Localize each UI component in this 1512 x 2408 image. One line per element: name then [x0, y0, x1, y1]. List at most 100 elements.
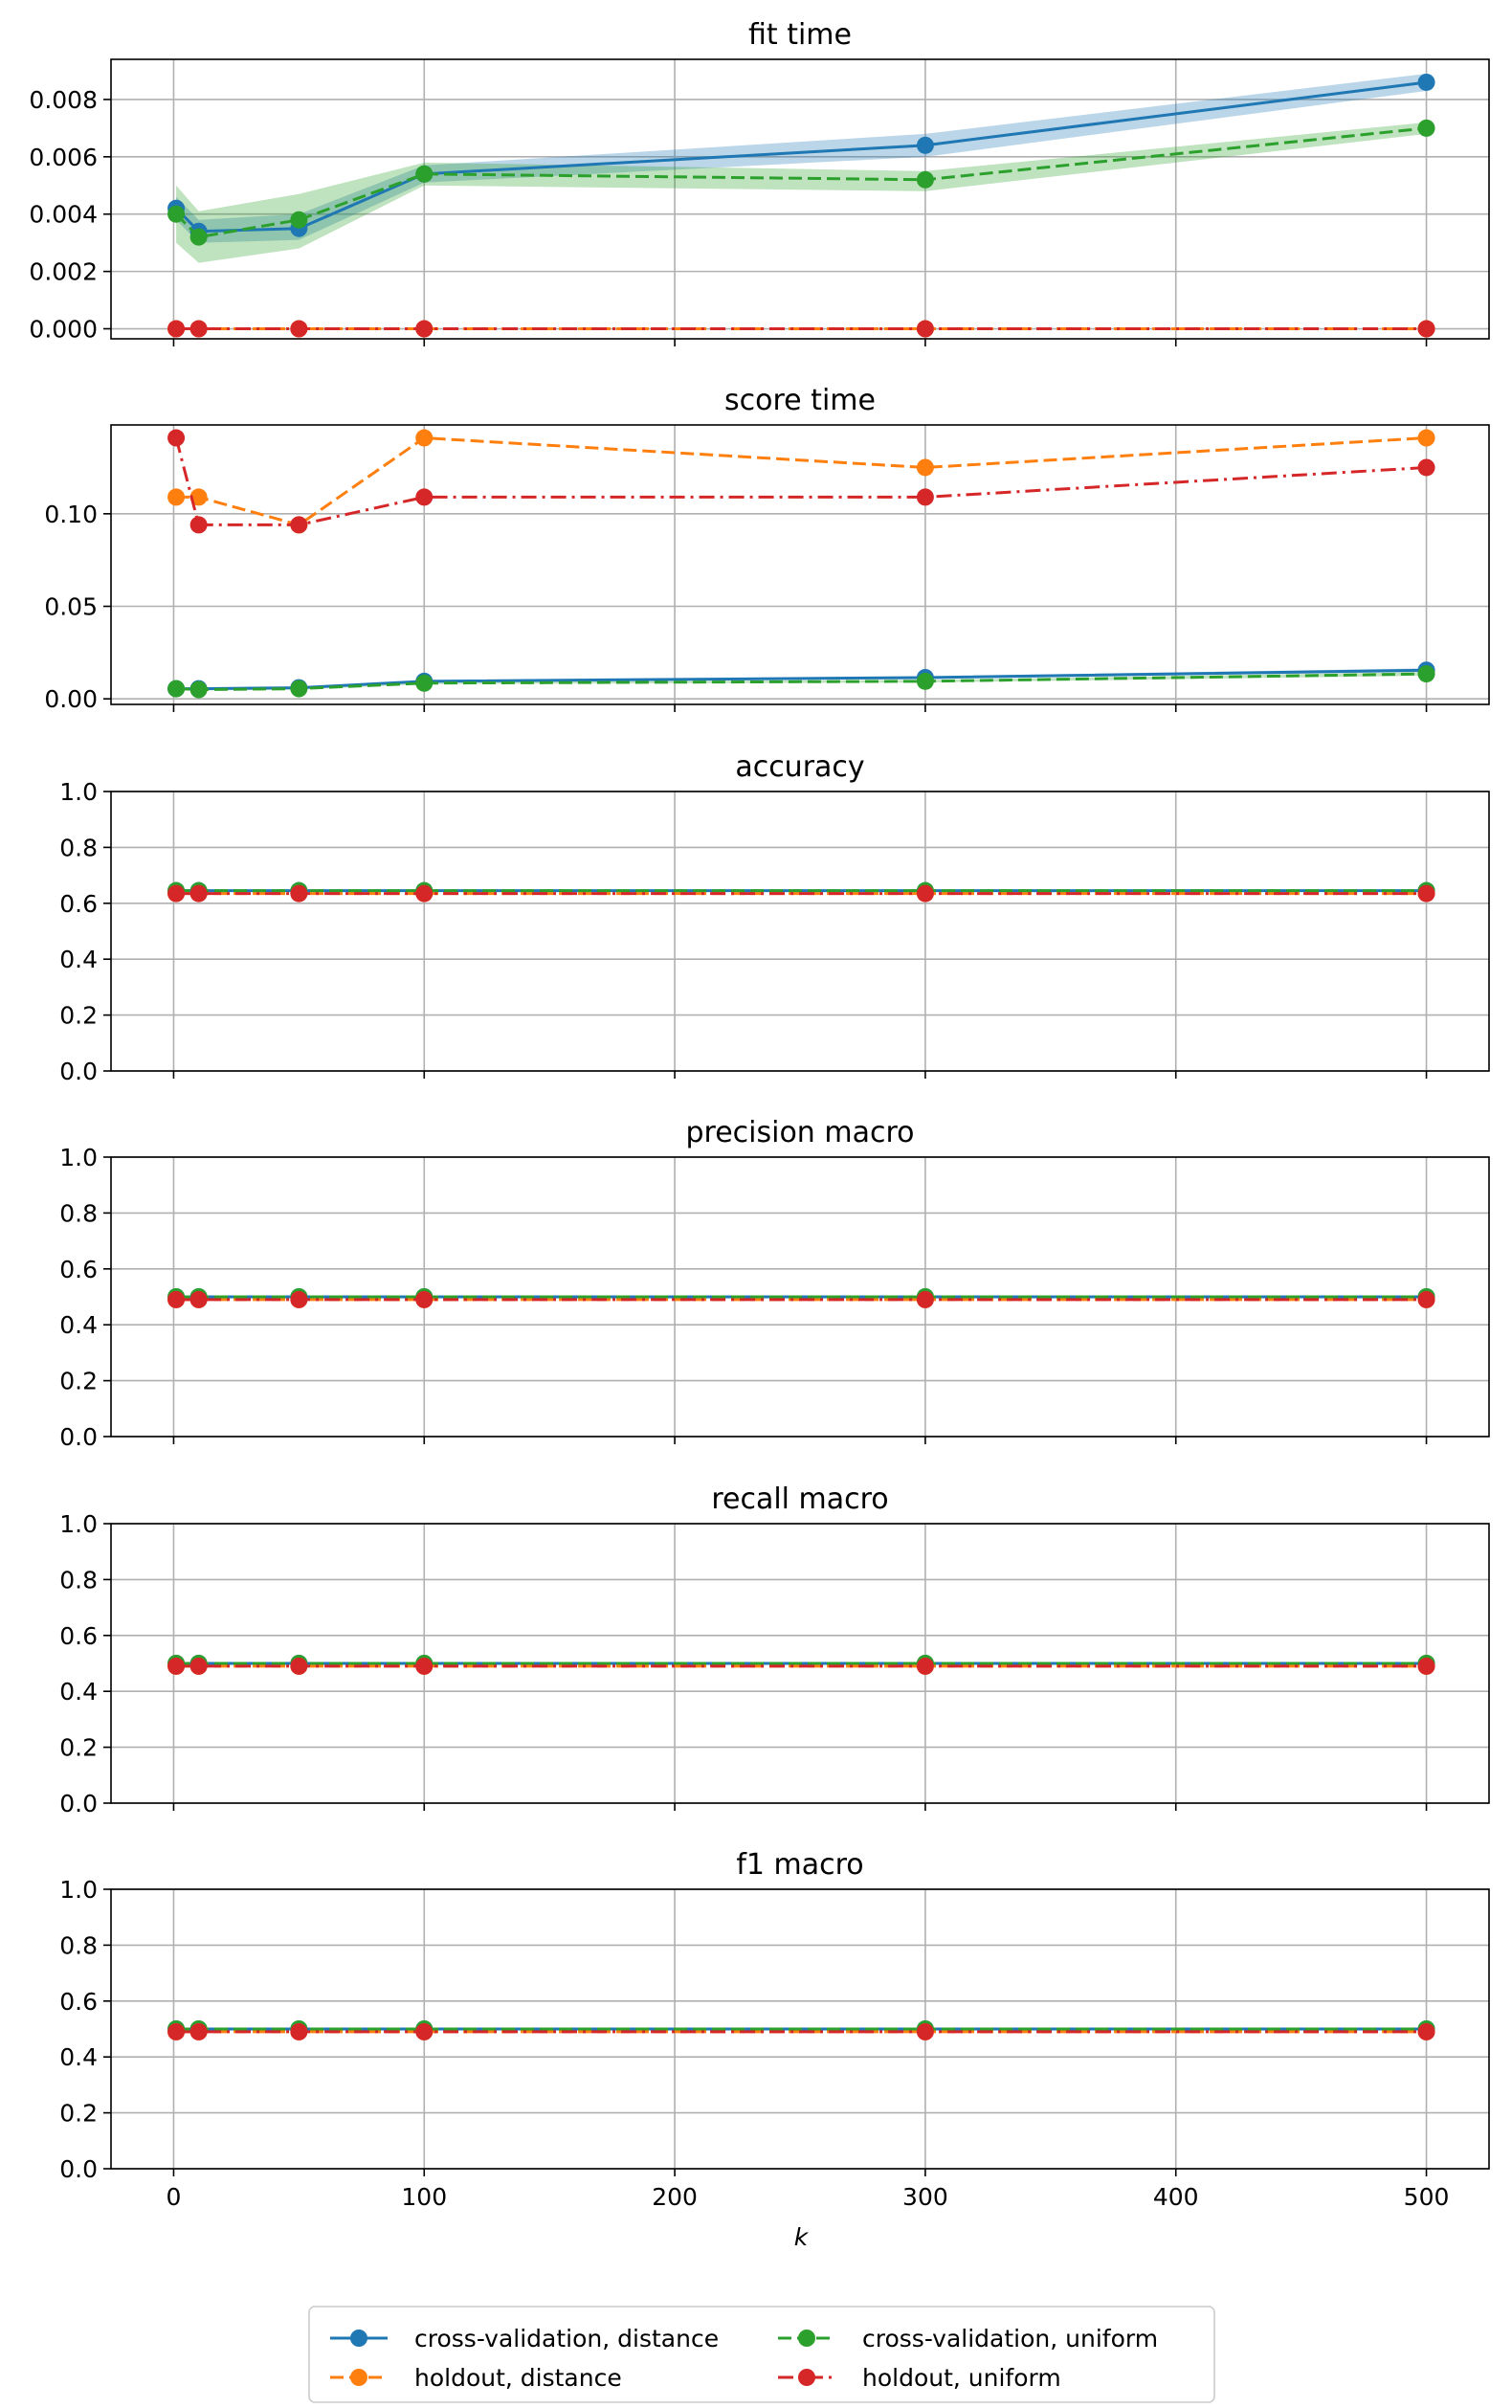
legend: cross-validation, distance holdout, dista… [308, 2306, 1215, 2403]
x-tick-label: 200 [652, 2183, 698, 2211]
y-tick-label: 0.4 [59, 1678, 98, 1706]
data-point [290, 516, 308, 534]
y-tick-label: 1.0 [59, 1876, 98, 1904]
data-point [1417, 320, 1435, 338]
data-point [167, 1657, 186, 1675]
data-point [1417, 119, 1435, 137]
data-point [167, 205, 186, 223]
data-point [1417, 1657, 1435, 1675]
axes-frame [110, 1888, 1490, 2170]
series-line [176, 672, 1427, 692]
legend-label: cross-validation, distance [414, 2325, 719, 2352]
data-point [415, 488, 434, 506]
y-tick-label: 0.2 [59, 1002, 98, 1030]
series-line [176, 436, 1427, 527]
legend-item: cross-validation, uniform [778, 2325, 1158, 2352]
data-point [290, 2022, 308, 2040]
chart-panel: 0.0 0.2 0.4 0.6 0.8 1.0 precision macro [59, 1116, 1490, 1451]
axes-frame [110, 1156, 1490, 1438]
axes-frame [110, 791, 1490, 1072]
data-point [167, 429, 186, 447]
legend-marker [350, 2330, 367, 2347]
series-line [174, 437, 1427, 526]
y-tick-label: 0.6 [59, 890, 98, 918]
data-point [916, 1290, 934, 1308]
data-point [415, 165, 434, 183]
data-point [189, 488, 208, 506]
plot-area [167, 1655, 1435, 1675]
data-point [290, 1657, 308, 1675]
data-point [1417, 665, 1435, 683]
plot-area [167, 881, 1435, 903]
data-point [167, 680, 186, 698]
y-tick-label: 0.2 [59, 1734, 98, 1762]
y-tick-label: 0.0 [59, 1423, 98, 1451]
x-axis-label: k [794, 2223, 810, 2251]
plot-area [167, 1288, 1435, 1308]
legend-marker [798, 2330, 815, 2347]
y-tick-label: 0.00 [44, 685, 98, 713]
data-point [290, 1290, 308, 1308]
legend-item: cross-validation, distance [330, 2325, 719, 2352]
legend-frame [308, 2306, 1215, 2403]
data-point [290, 680, 308, 698]
legend-label: holdout, distance [414, 2364, 622, 2392]
y-tick-label: 0.8 [59, 1566, 98, 1594]
axes-frame [110, 58, 1490, 340]
data-point [916, 170, 934, 189]
data-point [167, 884, 186, 903]
data-point [1417, 1290, 1435, 1308]
data-point [1417, 884, 1435, 903]
y-tick-label: 0.4 [59, 1311, 98, 1339]
chart-panel: 0.000 0.002 0.004 0.006 0.008 fit time [29, 18, 1490, 346]
data-point [1417, 429, 1435, 447]
x-tick-label: 300 [902, 2183, 948, 2211]
data-point [415, 1290, 434, 1308]
y-tick-label: 0.6 [59, 1256, 98, 1283]
y-tick-label: 0.002 [29, 258, 98, 286]
x-tick-label: 400 [1153, 2183, 1199, 2211]
data-point [916, 458, 934, 477]
data-point [167, 488, 186, 506]
chart-panel: 0.0 0.2 0.4 0.6 0.8 1.0 recall macro [59, 1483, 1490, 1817]
y-tick-label: 0.006 [29, 144, 98, 171]
data-point [167, 2022, 186, 2040]
x-tick-label: 100 [401, 2183, 447, 2211]
y-tick-label: 0.10 [44, 501, 98, 528]
y-tick-label: 1.0 [59, 778, 98, 806]
y-tick-label: 1.0 [59, 1144, 98, 1171]
chart-panel: 0.00 0.05 0.10 score time [44, 384, 1490, 713]
data-point [290, 211, 308, 229]
chart-title: f1 macro [736, 1848, 863, 1882]
chart-title: accuracy [735, 750, 864, 784]
legend-item: holdout, distance [330, 2364, 622, 2392]
chart-panel: 0.0 0.2 0.4 0.6 0.8 1.0 accuracy [59, 750, 1490, 1085]
axes-frame [110, 1523, 1490, 1804]
chart-title: precision macro [685, 1116, 914, 1149]
data-point [189, 680, 208, 699]
data-point [415, 674, 434, 692]
legend-label: cross-validation, uniform [862, 2325, 1158, 2352]
y-tick-label: 0.6 [59, 1988, 98, 2016]
data-point [189, 320, 208, 338]
data-point [415, 429, 434, 447]
y-tick-label: 0.6 [59, 1622, 98, 1650]
y-tick-label: 0.0 [59, 1790, 98, 1817]
data-point [290, 884, 308, 903]
chart-panel: 0.0 0.2 0.4 0.6 0.8 1.0 0 100 200 300 400 500 f1 mac… [59, 1848, 1490, 2211]
data-point [916, 488, 934, 506]
data-point [189, 884, 208, 903]
data-point [1417, 2022, 1435, 2040]
data-point [916, 1657, 934, 1675]
legend-label: holdout, uniform [862, 2364, 1061, 2392]
chart-title: score time [724, 384, 876, 417]
data-point [916, 136, 934, 154]
legend-item: holdout, uniform [778, 2364, 1061, 2392]
y-tick-label: 0.004 [29, 201, 98, 229]
y-tick-label: 0.8 [59, 1931, 98, 1959]
x-tick-label: 500 [1404, 2183, 1450, 2211]
data-point [189, 516, 208, 534]
